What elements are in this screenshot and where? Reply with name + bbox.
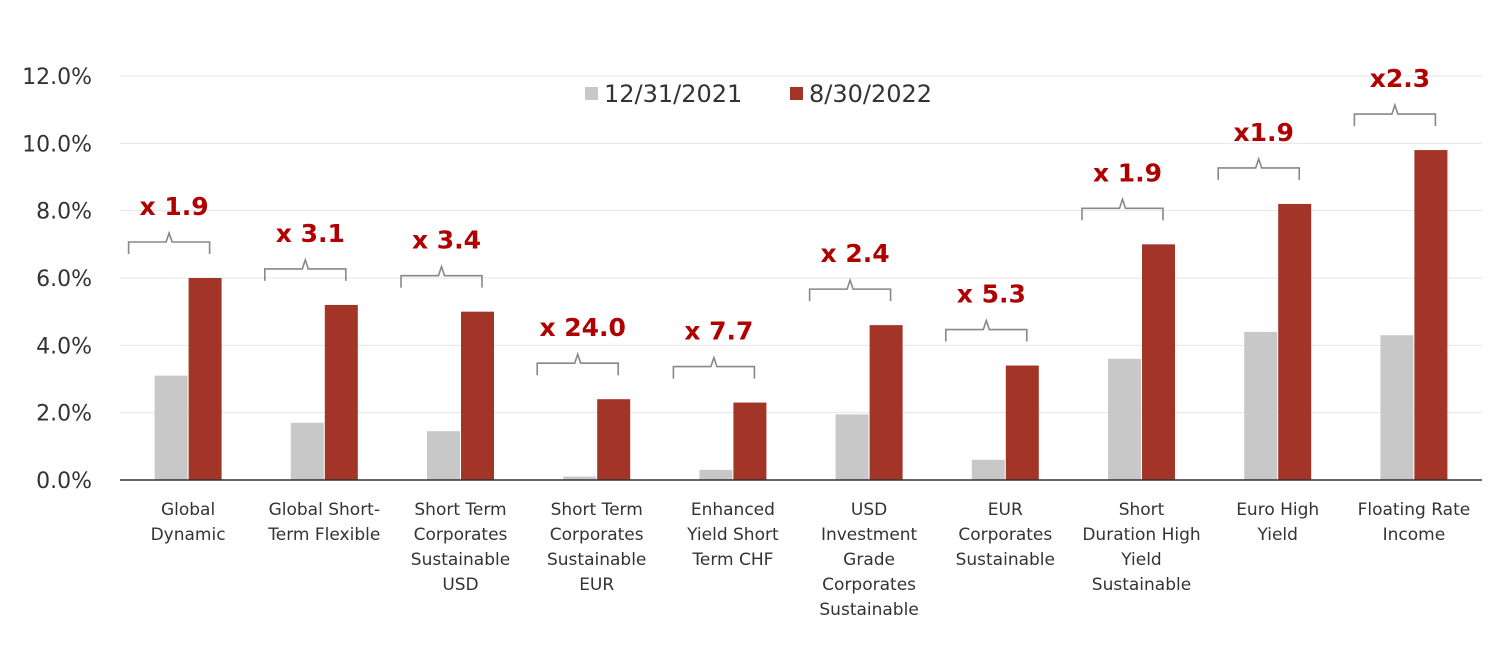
category-label-line: Euro High [1236, 500, 1319, 520]
bar-2021 [154, 375, 188, 480]
legend: 12/31/2021 8/30/2022 [585, 80, 932, 108]
category-label-line: Short Term [414, 500, 506, 520]
bar-2022 [733, 402, 767, 480]
category-label-line: Floating Rate [1358, 500, 1471, 520]
category-label-line: Dynamic [151, 525, 226, 545]
category-label-line: Sustainable [1092, 575, 1191, 595]
multiplier-bracket [672, 355, 756, 379]
category-label: Global Dynamic [151, 500, 226, 545]
category-label: Short Term Corporates Sustainable EUR [547, 500, 646, 595]
multiplier-bracket [1353, 102, 1437, 127]
multiplier-label: x 24.0 [539, 313, 626, 342]
category-label-line: Term Flexible [267, 525, 380, 545]
category-label-line: Enhanced [691, 500, 775, 520]
category-label: Global Short- Term Flexible [267, 500, 380, 545]
category-label-line: Term CHF [691, 550, 773, 570]
bar-2021 [1244, 331, 1278, 480]
multiplier-bracket [264, 257, 347, 281]
bar-2022 [1278, 203, 1312, 480]
multiplier-bracket [127, 230, 211, 254]
multiplier-label: x1.9 [1233, 118, 1293, 147]
multiplier-bracket [536, 351, 619, 376]
multiplier-bracket [1081, 196, 1164, 221]
category-label-line: Sustainable [819, 600, 918, 620]
bar-2022 [324, 304, 358, 480]
category-label-line: Sustainable [411, 550, 510, 570]
category-label-line: Yield Short [686, 525, 779, 545]
bar-2021 [1380, 335, 1414, 480]
multiplier-label: x 1.9 [1093, 158, 1162, 187]
category-label-line: Corporates [822, 575, 916, 595]
legend-swatch-2022 [790, 87, 803, 100]
bar-2021 [427, 431, 460, 480]
y-tick-label: 4.0% [36, 334, 92, 359]
multiplier-label: x 7.7 [684, 317, 753, 346]
category-label-line: Global Short- [269, 500, 380, 520]
category-label-line: Investment [821, 525, 918, 545]
multiplier-label: x2.3 [1370, 64, 1430, 93]
category-label-line: Corporates [414, 525, 508, 545]
category-label: USD Investment Grade Corporates Sustainable [819, 500, 918, 620]
category-label-line: Short [1119, 500, 1165, 520]
category-label-line: USD [851, 500, 887, 520]
multiplier-label: x 1.9 [140, 192, 209, 221]
category-labels: Global Dynamic Global Short- Term Flexible S… [151, 500, 1471, 620]
bar-2021 [835, 414, 869, 480]
category-label-line: Corporates [550, 525, 644, 545]
bar-2022 [597, 399, 631, 480]
y-tick-label: 10.0% [22, 132, 92, 157]
category-label-line: Yield [1120, 550, 1161, 570]
multiplier-bracket [400, 264, 483, 288]
legend-swatch-2021 [585, 87, 598, 100]
legend-label-2022: 8/30/2022 [809, 80, 932, 108]
category-label-line: Short Term [551, 500, 643, 520]
y-tick-label: 2.0% [36, 402, 92, 427]
category-label: EUR Corporates Sustainable [956, 500, 1055, 570]
bar-2022 [188, 278, 222, 480]
category-label-line: EUR [579, 575, 614, 595]
category-label-line: Sustainable [956, 550, 1055, 570]
multiplier-brackets [127, 102, 1437, 379]
category-label-line: Grade [843, 550, 895, 570]
bar-2021 [563, 476, 597, 480]
bar-2022 [461, 311, 494, 480]
category-label: Enhanced Yield Short Term CHF [686, 500, 779, 570]
category-label-line: Income [1383, 525, 1446, 545]
category-label: Euro High Yield [1236, 500, 1319, 545]
multiplier-label: x 3.4 [412, 226, 481, 255]
category-label-line: USD [442, 575, 478, 595]
bar-2022 [1005, 365, 1039, 480]
category-label: Short Duration High Yield Sustainable [1082, 500, 1200, 595]
bar-2021 [971, 459, 1005, 480]
category-label: Short Term Corporates Sustainable USD [411, 500, 510, 595]
category-label-line: Sustainable [547, 550, 646, 570]
y-tick-label: 6.0% [36, 267, 92, 292]
multiplier-bracket [1217, 156, 1300, 180]
y-tick-label: 8.0% [36, 200, 92, 225]
category-label-line: Global [161, 500, 215, 520]
bar-2022 [869, 325, 903, 480]
bar-2021 [1108, 358, 1141, 480]
y-axis-ticks: 0.0% 2.0% 4.0% 6.0% 8.0% 10.0% 12.0% [22, 65, 92, 494]
y-tick-label: 0.0% [36, 469, 92, 494]
category-label-line: Duration High [1082, 525, 1200, 545]
legend-label-2021: 12/31/2021 [604, 80, 742, 108]
multiplier-label: x 3.1 [276, 219, 345, 248]
category-label-line: Yield [1256, 525, 1297, 545]
bar-2021 [290, 422, 324, 480]
multiplier-label: x 5.3 [957, 280, 1026, 309]
y-tick-label: 12.0% [22, 65, 92, 90]
category-label-line: Corporates [958, 525, 1052, 545]
category-label: Floating Rate Income [1358, 500, 1471, 545]
bars [154, 150, 1448, 481]
bar-2021 [699, 469, 733, 480]
multiplier-bracket [945, 318, 1028, 342]
multiplier-bracket [808, 277, 892, 302]
multiplier-labels: x 1.9 x 3.1 x 3.4 x 24.0 x 7.7 x 2.4 x 5.3 x 1.… [140, 64, 1431, 346]
category-label-line: EUR [988, 500, 1023, 520]
multiplier-label: x 2.4 [821, 239, 890, 268]
bar-2022 [1142, 244, 1175, 480]
bar-2022 [1414, 150, 1448, 481]
